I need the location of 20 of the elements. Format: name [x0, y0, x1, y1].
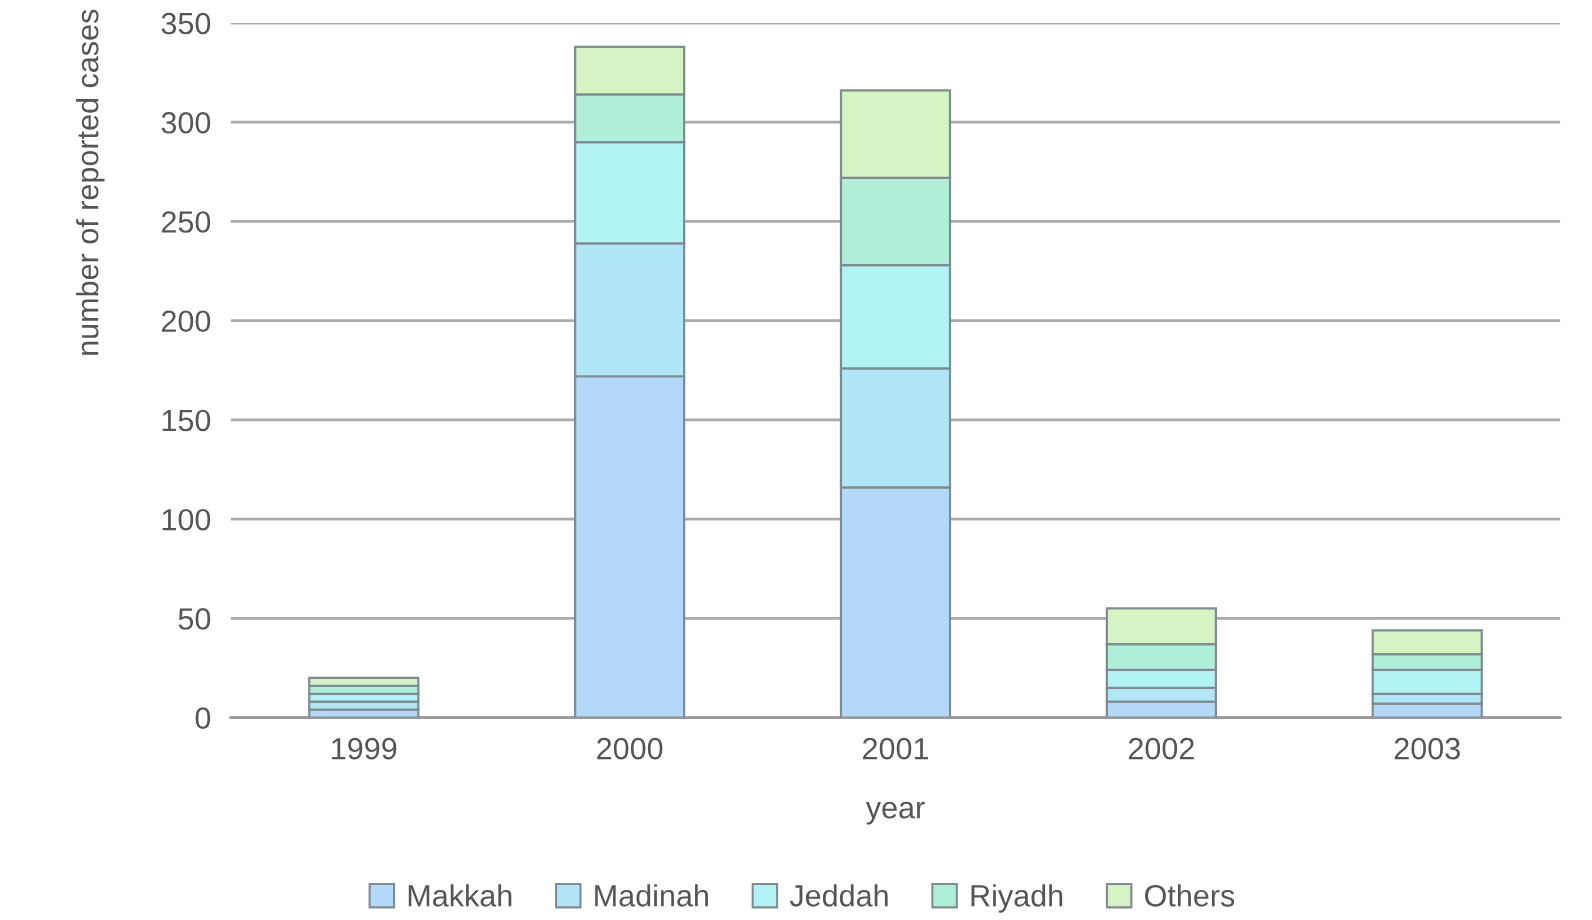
x-tick-label: 2003: [1394, 737, 1460, 760]
y-axis-title: number of reported cases: [76, 9, 105, 355]
legend-label: Makkah: [408, 884, 512, 907]
legend-label: Madinah: [595, 884, 708, 907]
y-tick-label: 250: [161, 211, 211, 233]
legend-label: Others: [1145, 884, 1235, 907]
y-tick-label: 300: [161, 111, 211, 134]
x-axis-title: year: [865, 801, 925, 825]
x-tick-label: 2001: [863, 737, 928, 760]
y-tick-label: 150: [162, 409, 211, 432]
x-tick-label: 2002: [1128, 737, 1194, 760]
legend-label: Riyadh: [971, 884, 1063, 913]
x-tick-label: 2000: [597, 737, 663, 760]
legend-label: Jeddah: [789, 884, 888, 907]
y-tick-label: 200: [161, 310, 211, 333]
y-tick-label: 350: [161, 12, 211, 35]
y-tick-label: 50: [178, 608, 211, 630]
y-tick-label: 0: [195, 707, 211, 729]
x-tick-label: 1999: [332, 737, 397, 760]
y-tick-label: 100: [162, 508, 211, 531]
